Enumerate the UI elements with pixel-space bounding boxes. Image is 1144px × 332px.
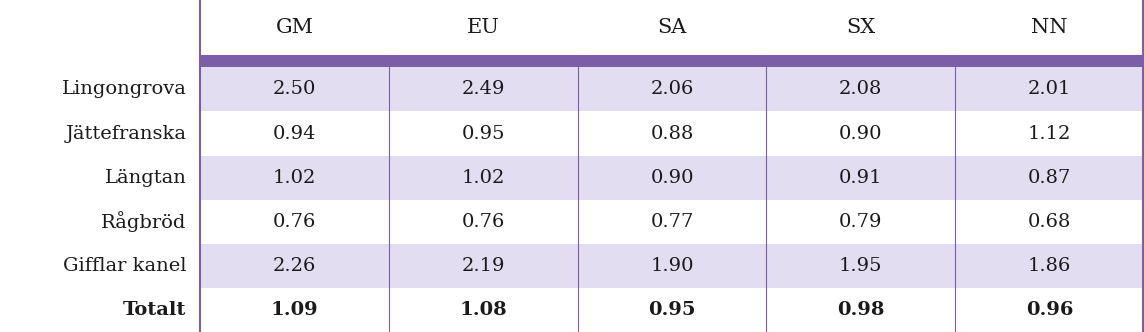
Text: SX: SX — [847, 18, 875, 37]
Text: 0.94: 0.94 — [272, 124, 317, 142]
Text: 2.49: 2.49 — [461, 80, 506, 99]
Bar — [200, 156, 1144, 200]
Text: 0.90: 0.90 — [839, 124, 883, 142]
Text: 1.95: 1.95 — [839, 257, 883, 275]
Text: SA: SA — [658, 18, 686, 37]
Text: 0.95: 0.95 — [461, 124, 506, 142]
Text: 2.19: 2.19 — [461, 257, 506, 275]
Text: 0.91: 0.91 — [839, 169, 883, 187]
Text: Lingongrova: Lingongrova — [62, 80, 186, 99]
Text: 2.26: 2.26 — [273, 257, 316, 275]
Text: EU: EU — [467, 18, 500, 37]
Text: 1.09: 1.09 — [271, 301, 318, 319]
Text: 0.95: 0.95 — [649, 301, 696, 319]
Text: 0.87: 0.87 — [1028, 169, 1071, 187]
Text: 0.76: 0.76 — [462, 213, 505, 231]
Text: 0.77: 0.77 — [651, 213, 693, 231]
Bar — [200, 244, 1144, 288]
Bar — [200, 288, 1144, 332]
Text: NN: NN — [1032, 18, 1067, 37]
Text: 0.88: 0.88 — [651, 124, 693, 142]
Bar — [1142, 0, 1144, 332]
Text: 0.68: 0.68 — [1028, 213, 1071, 231]
Text: 0.79: 0.79 — [839, 213, 883, 231]
Text: Rågbröd: Rågbröd — [101, 211, 186, 232]
Text: 2.01: 2.01 — [1028, 80, 1071, 99]
Text: 0.96: 0.96 — [1026, 301, 1073, 319]
Text: 1.08: 1.08 — [460, 301, 507, 319]
Bar — [200, 67, 1144, 112]
Text: 1.86: 1.86 — [1028, 257, 1071, 275]
Text: 0.98: 0.98 — [837, 301, 884, 319]
Text: 0.90: 0.90 — [650, 169, 694, 187]
Text: 1.12: 1.12 — [1028, 124, 1071, 142]
Text: Totalt: Totalt — [124, 301, 186, 319]
Bar — [200, 112, 1144, 156]
Text: 2.06: 2.06 — [651, 80, 693, 99]
Bar — [200, 55, 1144, 67]
Text: Längtan: Längtan — [104, 169, 186, 187]
Text: GM: GM — [276, 18, 313, 37]
Text: 1.02: 1.02 — [273, 169, 316, 187]
Text: Gifflar kanel: Gifflar kanel — [63, 257, 186, 275]
Bar — [200, 200, 1144, 244]
Text: 1.02: 1.02 — [462, 169, 505, 187]
Text: Jättefranska: Jättefranska — [65, 124, 186, 142]
Text: 0.76: 0.76 — [273, 213, 316, 231]
Text: 2.50: 2.50 — [273, 80, 316, 99]
Text: 2.08: 2.08 — [840, 80, 882, 99]
Text: 1.90: 1.90 — [650, 257, 694, 275]
